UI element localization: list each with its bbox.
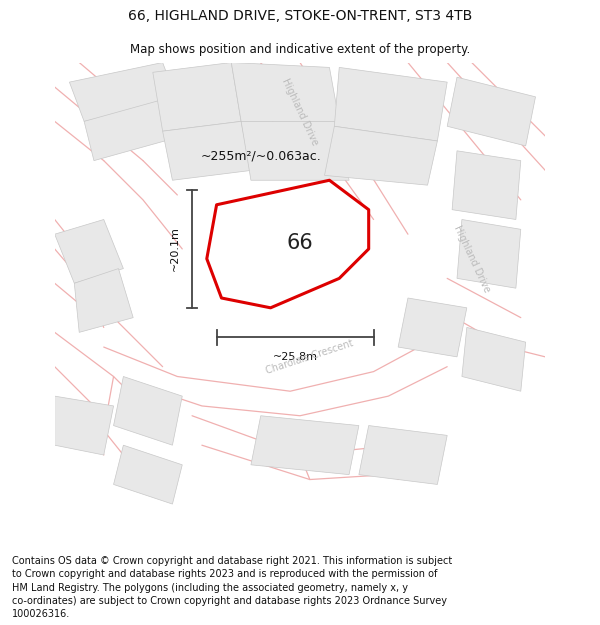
Polygon shape: [447, 78, 536, 146]
Text: 66, HIGHLAND DRIVE, STOKE-ON-TRENT, ST3 4TB: 66, HIGHLAND DRIVE, STOKE-ON-TRENT, ST3 …: [128, 9, 472, 23]
Text: ~255m²/~0.063ac.: ~255m²/~0.063ac.: [200, 149, 321, 162]
Polygon shape: [84, 97, 182, 161]
Polygon shape: [462, 328, 526, 391]
Text: Highland Drive: Highland Drive: [452, 224, 491, 294]
Polygon shape: [113, 376, 182, 445]
Polygon shape: [70, 62, 178, 121]
Polygon shape: [251, 416, 359, 474]
Polygon shape: [207, 180, 368, 308]
Polygon shape: [457, 219, 521, 288]
Text: 66: 66: [287, 233, 313, 253]
Polygon shape: [55, 219, 124, 283]
Polygon shape: [153, 62, 241, 131]
Polygon shape: [232, 62, 339, 121]
Polygon shape: [74, 269, 133, 332]
Polygon shape: [241, 121, 349, 180]
Polygon shape: [55, 396, 113, 455]
Text: Highland Drive: Highland Drive: [280, 76, 320, 147]
Polygon shape: [325, 126, 437, 185]
Polygon shape: [334, 68, 447, 141]
Text: Map shows position and indicative extent of the property.: Map shows position and indicative extent…: [130, 42, 470, 56]
Text: Charolais Crescent: Charolais Crescent: [265, 338, 355, 376]
Polygon shape: [398, 298, 467, 357]
Text: ~20.1m: ~20.1m: [170, 226, 180, 271]
Polygon shape: [359, 426, 447, 484]
Text: ~25.8m: ~25.8m: [272, 352, 317, 362]
Polygon shape: [163, 121, 251, 180]
Text: Contains OS data © Crown copyright and database right 2021. This information is : Contains OS data © Crown copyright and d…: [12, 556, 452, 619]
Polygon shape: [113, 445, 182, 504]
Polygon shape: [452, 151, 521, 219]
